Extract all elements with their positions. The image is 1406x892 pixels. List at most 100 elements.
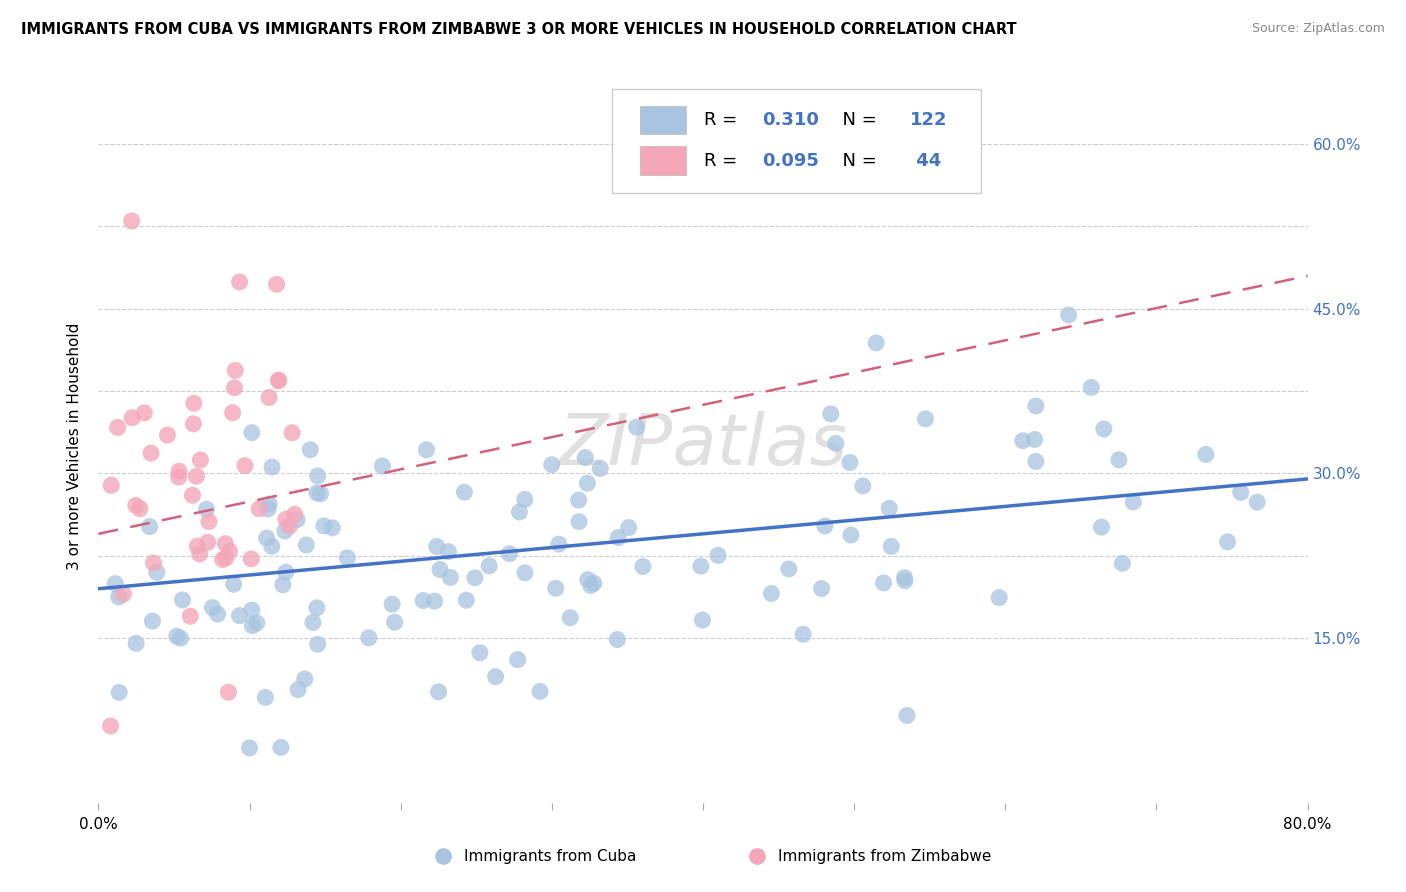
Point [568,493,591,508]
Point [468,646,491,660]
Point [437,544,460,558]
Point [513,566,536,580]
Point [529,684,551,698]
Point [302,615,325,630]
Point [295,538,318,552]
Point [429,562,451,576]
Point [894,574,917,588]
Point [240,603,263,617]
Point [247,501,270,516]
Point [112,587,135,601]
Text: 0.310: 0.310 [762,111,820,128]
Point [576,476,599,491]
Text: R =: R = [704,111,744,128]
Point [166,629,188,643]
Point [820,407,842,421]
Point [336,550,359,565]
Point [240,425,263,440]
Point [415,442,437,457]
Point [792,627,814,641]
Text: ZIPatlas: ZIPatlas [558,411,848,481]
Point [478,558,501,573]
Point [285,513,308,527]
Point [215,550,238,565]
Text: N =: N = [831,111,883,128]
Point [222,577,245,591]
Point [186,469,208,483]
Point [125,636,148,650]
Point [270,740,292,755]
Point [1229,485,1251,500]
Point [464,571,486,585]
Point [1122,495,1144,509]
Point [506,652,529,666]
Point [560,610,582,624]
Point [1092,422,1115,436]
Point [233,458,256,473]
Point [224,381,246,395]
Text: 44: 44 [910,152,941,169]
Point [281,425,304,440]
Point [142,556,165,570]
Point [384,615,406,629]
Point [872,575,894,590]
Point [357,631,380,645]
Point [544,581,567,595]
Point [582,576,605,591]
Point [838,455,860,469]
Point [914,412,936,426]
Point [246,615,269,630]
Point [198,515,221,529]
Point [260,539,283,553]
Point [128,501,150,516]
Point [689,559,711,574]
Point [761,586,783,600]
Point [238,740,260,755]
Point [439,570,461,584]
Point [824,436,846,450]
Point [485,670,508,684]
Point [260,460,283,475]
Point [100,719,122,733]
Point [1025,454,1047,468]
Point [228,608,250,623]
Point [606,632,628,647]
Point [254,690,277,705]
Point [224,363,246,377]
Point [1080,380,1102,394]
Point [305,486,328,500]
Point [321,521,343,535]
Point [214,536,236,550]
Point [1108,452,1130,467]
Point [257,497,280,511]
Point [257,502,280,516]
Point [221,406,243,420]
Point [1024,433,1046,447]
Point [412,593,434,607]
Point [1011,434,1033,448]
Point [896,708,918,723]
Point [139,446,162,460]
Point [267,374,290,388]
Point [183,396,205,410]
Point [197,535,219,549]
Point [167,470,190,484]
Point [256,531,278,545]
Point [1111,557,1133,571]
Point [267,373,290,387]
Point [107,590,129,604]
Point [893,571,915,585]
Point [242,618,264,632]
Point [305,600,328,615]
Point [692,613,714,627]
Text: N =: N = [831,152,883,169]
Point [134,406,156,420]
Point [190,453,212,467]
Point [299,442,322,457]
Point [278,519,301,533]
Text: R =: R = [704,152,744,169]
Point [865,335,887,350]
Point [877,501,900,516]
Point [381,597,404,611]
Point [181,488,204,502]
